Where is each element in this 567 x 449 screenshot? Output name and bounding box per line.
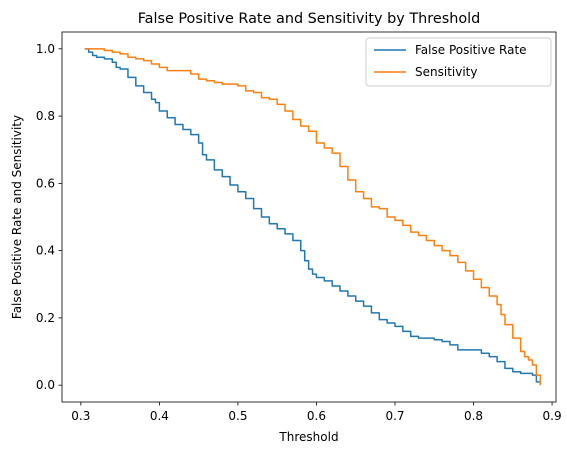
x-tick-label: 0.3: [71, 409, 90, 423]
y-tick-label: 0.8: [36, 109, 55, 123]
y-tick-label: 0.2: [36, 311, 55, 325]
x-tick-label: 0.9: [543, 409, 562, 423]
legend-frame: [365, 37, 552, 87]
x-tick-label: 0.8: [464, 409, 483, 423]
series-line-sensitivity: [84, 48, 542, 386]
x-tick-label: 0.5: [228, 409, 247, 423]
legend-label-sensitivity: Sensitivity: [415, 65, 477, 79]
y-tick-label: 0.0: [36, 378, 55, 392]
series-line-false-positive-rate: [84, 48, 542, 386]
x-tick-label: 0.4: [150, 409, 169, 423]
plot-area-frame: [61, 31, 557, 403]
y-tick-label: 1.0: [36, 42, 55, 56]
legend-label-fpr: False Positive Rate: [415, 43, 527, 57]
y-tick-label: 0.4: [36, 244, 55, 258]
y-axis-label: False Positive Rate and Sensitivity: [10, 115, 24, 319]
legend: False Positive Rate Sensitivity: [365, 37, 552, 87]
x-tick-label: 0.7: [385, 409, 404, 423]
chart-title: False Positive Rate and Sensitivity by T…: [138, 11, 481, 27]
x-axis-label: Threshold: [278, 430, 338, 444]
x-tick-label: 0.6: [307, 409, 326, 423]
y-tick-label: 0.6: [36, 176, 55, 190]
